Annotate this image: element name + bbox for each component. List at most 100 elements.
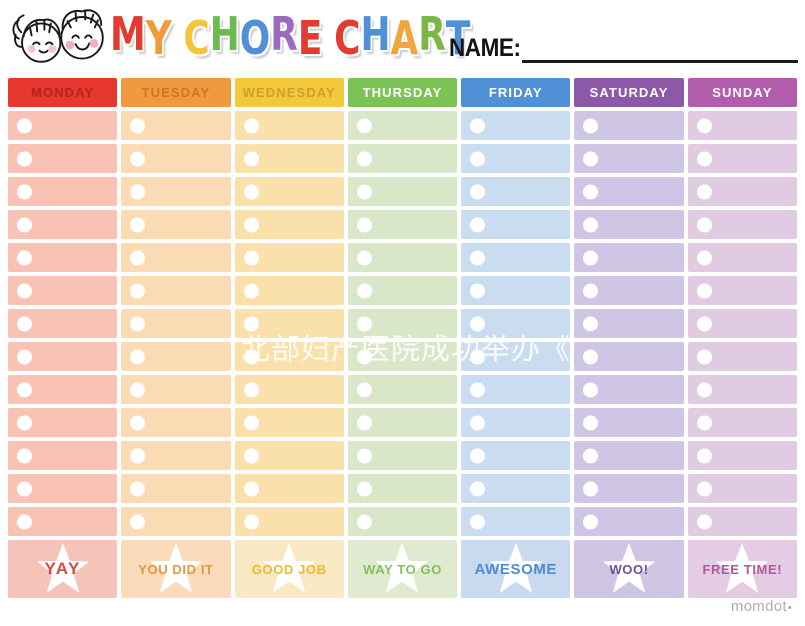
circle-checkbox-icon[interactable] [696,349,712,364]
chore-cell-sunday-row13[interactable] [687,507,797,536]
circle-checkbox-icon[interactable] [356,415,372,430]
circle-checkbox-icon[interactable] [130,151,146,166]
circle-checkbox-icon[interactable] [470,514,486,529]
chore-cell-sunday-row11[interactable] [687,441,797,470]
circle-checkbox-icon[interactable] [696,283,712,298]
chore-cell-wednesday-row9[interactable] [234,375,344,404]
circle-checkbox-icon[interactable] [243,316,259,331]
circle-checkbox-icon[interactable] [583,184,599,199]
chore-cell-saturday-row6[interactable] [574,276,684,305]
chore-cell-saturday-row1[interactable] [574,111,684,140]
chore-cell-saturday-row9[interactable] [574,375,684,404]
chore-cell-saturday-row11[interactable] [574,441,684,470]
circle-checkbox-icon[interactable] [583,316,599,331]
circle-checkbox-icon[interactable] [356,481,372,496]
circle-checkbox-icon[interactable] [696,250,712,265]
chore-cell-saturday-row5[interactable] [574,243,684,272]
chore-cell-monday-row11[interactable] [8,441,118,470]
circle-checkbox-icon[interactable] [130,382,146,397]
circle-checkbox-icon[interactable] [17,349,32,364]
circle-checkbox-icon[interactable] [243,382,259,397]
chore-cell-thursday-row3[interactable] [347,177,458,206]
circle-checkbox-icon[interactable] [470,382,486,397]
chore-cell-saturday-row8[interactable] [574,342,684,371]
chore-cell-friday-row5[interactable] [461,243,571,272]
chore-cell-tuesday-row7[interactable] [121,309,231,338]
chore-cell-thursday-row5[interactable] [347,243,458,272]
chore-cell-tuesday-row3[interactable] [121,177,231,206]
circle-checkbox-icon[interactable] [130,217,146,232]
circle-checkbox-icon[interactable] [470,250,486,265]
chore-cell-thursday-row6[interactable] [347,276,458,305]
circle-checkbox-icon[interactable] [130,118,146,133]
circle-checkbox-icon[interactable] [17,184,32,199]
chore-cell-tuesday-row10[interactable] [121,408,231,437]
chore-cell-tuesday-row8[interactable] [121,342,231,371]
chore-cell-wednesday-row12[interactable] [234,474,344,503]
circle-checkbox-icon[interactable] [583,250,599,265]
circle-checkbox-icon[interactable] [583,382,599,397]
circle-checkbox-icon[interactable] [356,184,372,199]
chore-cell-sunday-row3[interactable] [687,177,797,206]
chore-cell-saturday-row2[interactable] [574,144,684,173]
circle-checkbox-icon[interactable] [356,382,372,397]
chore-cell-tuesday-row6[interactable] [121,276,231,305]
circle-checkbox-icon[interactable] [243,514,259,529]
chore-cell-wednesday-row11[interactable] [234,441,344,470]
circle-checkbox-icon[interactable] [243,415,259,430]
circle-checkbox-icon[interactable] [583,349,599,364]
chore-cell-friday-row4[interactable] [461,210,571,239]
circle-checkbox-icon[interactable] [356,217,372,232]
chore-cell-thursday-row2[interactable] [347,144,458,173]
circle-checkbox-icon[interactable] [130,316,146,331]
circle-checkbox-icon[interactable] [470,316,486,331]
chore-cell-monday-row10[interactable] [8,408,118,437]
circle-checkbox-icon[interactable] [583,448,599,463]
chore-cell-friday-row3[interactable] [461,177,571,206]
circle-checkbox-icon[interactable] [470,415,486,430]
chore-cell-thursday-row12[interactable] [347,474,458,503]
circle-checkbox-icon[interactable] [583,415,599,430]
circle-checkbox-icon[interactable] [470,448,486,463]
circle-checkbox-icon[interactable] [470,184,486,199]
chore-cell-thursday-row13[interactable] [347,507,458,536]
chore-cell-wednesday-row1[interactable] [234,111,344,140]
chore-cell-monday-row8[interactable] [8,342,118,371]
chore-cell-thursday-row8[interactable] [347,342,458,371]
circle-checkbox-icon[interactable] [696,481,712,496]
circle-checkbox-icon[interactable] [17,382,32,397]
chore-cell-monday-row12[interactable] [8,474,118,503]
chore-cell-wednesday-row5[interactable] [234,243,344,272]
chore-cell-thursday-row7[interactable] [347,309,458,338]
circle-checkbox-icon[interactable] [696,316,712,331]
circle-checkbox-icon[interactable] [17,283,32,298]
circle-checkbox-icon[interactable] [696,448,712,463]
circle-checkbox-icon[interactable] [696,151,712,166]
circle-checkbox-icon[interactable] [243,448,259,463]
chore-cell-tuesday-row9[interactable] [121,375,231,404]
chore-cell-friday-row2[interactable] [461,144,571,173]
chore-cell-monday-row13[interactable] [8,507,118,536]
chore-cell-sunday-row10[interactable] [687,408,797,437]
circle-checkbox-icon[interactable] [17,316,32,331]
circle-checkbox-icon[interactable] [130,184,146,199]
circle-checkbox-icon[interactable] [243,349,259,364]
circle-checkbox-icon[interactable] [17,151,32,166]
circle-checkbox-icon[interactable] [243,481,259,496]
chore-cell-sunday-row5[interactable] [687,243,797,272]
circle-checkbox-icon[interactable] [696,118,712,133]
circle-checkbox-icon[interactable] [583,118,599,133]
circle-checkbox-icon[interactable] [356,448,372,463]
chore-cell-friday-row6[interactable] [461,276,571,305]
chore-cell-saturday-row7[interactable] [574,309,684,338]
chore-cell-sunday-row4[interactable] [687,210,797,239]
circle-checkbox-icon[interactable] [130,448,146,463]
chore-cell-friday-row8[interactable] [461,342,571,371]
circle-checkbox-icon[interactable] [470,118,486,133]
chore-cell-friday-row9[interactable] [461,375,571,404]
chore-cell-friday-row13[interactable] [461,507,571,536]
circle-checkbox-icon[interactable] [17,514,32,529]
chore-cell-sunday-row9[interactable] [687,375,797,404]
chore-cell-wednesday-row8[interactable] [234,342,344,371]
chore-cell-thursday-row1[interactable] [347,111,458,140]
